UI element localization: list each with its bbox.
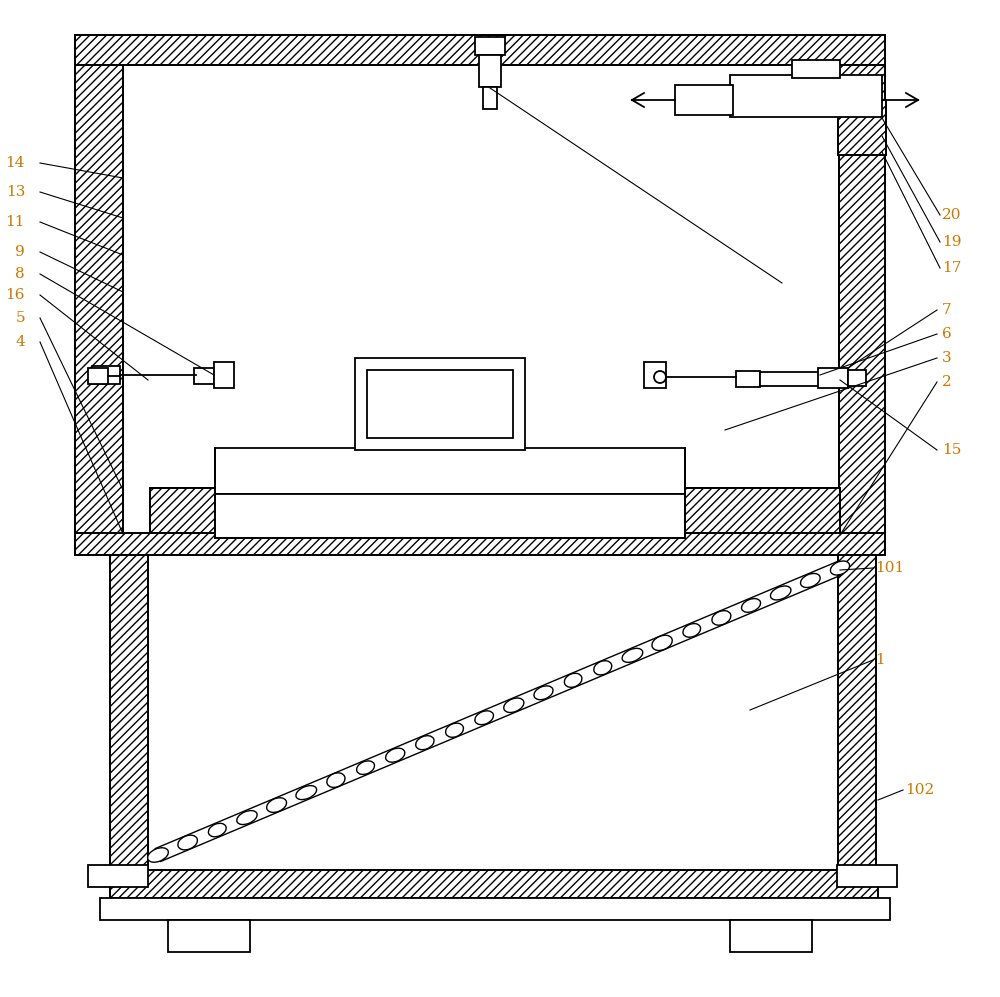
- Bar: [75, 533, 885, 555]
- Ellipse shape: [475, 711, 493, 725]
- Ellipse shape: [594, 661, 612, 675]
- Ellipse shape: [830, 561, 850, 575]
- Text: 5: 5: [15, 311, 25, 325]
- Ellipse shape: [357, 761, 375, 775]
- Bar: [479, 55, 501, 87]
- Bar: [75, 35, 885, 65]
- Text: 4: 4: [15, 335, 25, 349]
- Bar: [110, 870, 878, 898]
- Bar: [838, 555, 876, 870]
- Text: 102: 102: [905, 783, 934, 797]
- Bar: [215, 448, 685, 494]
- Bar: [818, 368, 848, 388]
- Ellipse shape: [446, 723, 463, 738]
- Ellipse shape: [386, 748, 405, 762]
- Bar: [214, 362, 234, 388]
- Bar: [483, 87, 497, 109]
- Ellipse shape: [178, 835, 197, 849]
- Bar: [75, 35, 123, 555]
- Bar: [194, 368, 214, 384]
- Ellipse shape: [564, 673, 582, 687]
- Text: 3: 3: [942, 351, 952, 365]
- Bar: [150, 488, 840, 504]
- Bar: [839, 35, 885, 555]
- Text: 16: 16: [6, 288, 25, 302]
- Text: 13: 13: [6, 185, 25, 199]
- Ellipse shape: [416, 736, 434, 750]
- Bar: [839, 35, 885, 555]
- Bar: [730, 920, 812, 952]
- Ellipse shape: [622, 648, 643, 662]
- Text: 9: 9: [15, 245, 25, 259]
- Text: 6: 6: [942, 327, 952, 341]
- Bar: [685, 488, 840, 533]
- Polygon shape: [685, 488, 840, 533]
- Bar: [736, 371, 760, 387]
- Ellipse shape: [148, 847, 168, 862]
- Bar: [168, 920, 250, 952]
- Text: 17: 17: [942, 261, 961, 275]
- Bar: [675, 85, 733, 115]
- Ellipse shape: [237, 811, 257, 825]
- Bar: [75, 35, 123, 555]
- Bar: [838, 100, 886, 155]
- Text: 19: 19: [942, 235, 962, 249]
- Bar: [88, 368, 108, 384]
- Bar: [760, 372, 822, 386]
- Bar: [848, 370, 866, 386]
- Bar: [838, 100, 886, 155]
- Ellipse shape: [801, 573, 820, 587]
- Ellipse shape: [327, 773, 345, 788]
- Text: 2: 2: [942, 375, 952, 389]
- Bar: [792, 60, 840, 78]
- Circle shape: [654, 371, 666, 383]
- Bar: [75, 35, 885, 555]
- Ellipse shape: [770, 586, 791, 600]
- Bar: [110, 555, 148, 870]
- Ellipse shape: [267, 798, 287, 813]
- Text: 15: 15: [942, 443, 961, 457]
- Bar: [475, 37, 505, 55]
- Bar: [838, 555, 876, 870]
- Bar: [355, 358, 525, 450]
- Text: 101: 101: [875, 561, 904, 575]
- Text: 11: 11: [6, 215, 25, 229]
- Ellipse shape: [683, 623, 701, 637]
- Bar: [92, 366, 120, 384]
- Bar: [150, 488, 215, 533]
- Text: 20: 20: [942, 208, 962, 222]
- Bar: [215, 494, 685, 538]
- Bar: [644, 362, 666, 388]
- Text: 7: 7: [942, 303, 952, 317]
- Bar: [110, 870, 878, 898]
- Bar: [837, 865, 897, 887]
- Bar: [75, 35, 885, 65]
- Bar: [100, 898, 890, 920]
- Ellipse shape: [296, 786, 317, 800]
- Ellipse shape: [652, 635, 672, 650]
- Ellipse shape: [504, 698, 524, 713]
- Polygon shape: [150, 488, 215, 533]
- Bar: [110, 555, 148, 870]
- Bar: [367, 370, 513, 438]
- Bar: [88, 865, 148, 887]
- Bar: [730, 75, 882, 117]
- Ellipse shape: [534, 686, 553, 700]
- Text: 14: 14: [6, 156, 25, 170]
- Ellipse shape: [742, 598, 761, 612]
- Text: 8: 8: [15, 267, 25, 281]
- Ellipse shape: [208, 824, 226, 836]
- Text: 1: 1: [875, 653, 885, 667]
- Ellipse shape: [712, 610, 731, 625]
- Bar: [75, 533, 885, 555]
